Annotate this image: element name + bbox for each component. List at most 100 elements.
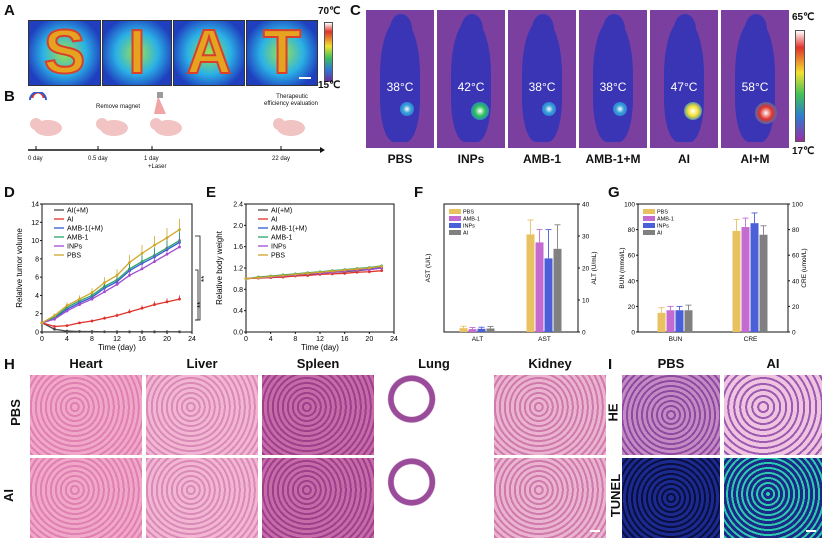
tumor-column-label: AI [766, 356, 780, 371]
bar [468, 329, 477, 332]
data-point [140, 330, 144, 334]
y-right-tick-label: 40 [582, 202, 590, 209]
data-point [53, 325, 56, 328]
panel-label-b: B [4, 88, 15, 105]
data-point [128, 330, 131, 334]
thermal-mouse-1: 38°C [366, 10, 434, 148]
data-point [153, 330, 156, 334]
legend-label: INPs [271, 244, 287, 251]
data-point [78, 330, 81, 333]
y-left-tick-label: 100 [624, 202, 635, 209]
y-tick-label: 10 [31, 238, 39, 245]
data-point [367, 270, 371, 274]
thermal-tile-t: T [246, 20, 318, 86]
bar [526, 234, 535, 332]
histology-spleen-ai [262, 458, 374, 538]
bar [486, 328, 495, 332]
x-axis-label: Time (day) [301, 343, 339, 352]
y-tick-label: 0.8 [233, 287, 243, 294]
histology-liver-ai [146, 458, 258, 538]
histology-kidney-pbs [494, 375, 606, 455]
data-point [343, 268, 347, 272]
group-label: AI [678, 152, 690, 166]
legend-label: AMB-1(+M) [271, 226, 307, 233]
x-tick-label: 8 [90, 336, 94, 343]
y-tick-label: 8 [35, 256, 39, 263]
x-tick-label: 12 [113, 336, 121, 343]
panel-label-c: C [350, 2, 361, 19]
mouse-icon-4 [273, 118, 305, 136]
y-tick-label: 0.4 [233, 308, 243, 315]
data-point [115, 283, 119, 286]
panel-label-e: E [206, 184, 217, 201]
y-left-axis-label: AST (U/L) [425, 254, 432, 283]
legend-label: AI [657, 231, 663, 237]
bar [459, 328, 468, 332]
thermal-mouse-5: 47°C [650, 10, 718, 148]
data-point [90, 330, 94, 333]
tumor-hotspot [471, 102, 489, 120]
timeline-day-1: 1 day [144, 156, 159, 162]
data-point [178, 245, 181, 249]
plot-frame [637, 203, 789, 333]
legend-label: PBS [463, 210, 474, 216]
data-point [140, 260, 144, 263]
category-label: CRE [744, 336, 758, 343]
mouse-icon-1 [30, 118, 62, 136]
x-tick-label: 20 [163, 336, 171, 343]
data-point [269, 275, 273, 278]
temperature-readout: 38°C [528, 80, 556, 94]
x-tick-label: 8 [293, 336, 297, 343]
histology-lung-pbs [378, 375, 490, 455]
series-line [41, 298, 180, 328]
legend-swatch [643, 223, 655, 228]
tumor-hotspot [613, 102, 627, 116]
histology-liver-pbs [146, 375, 258, 455]
organ-row-label: PBS [7, 399, 23, 426]
y-axis-label: Relative tumor volume [15, 228, 24, 308]
legend-label: AI [463, 231, 469, 237]
x-tick-label: 24 [390, 336, 398, 343]
colorbar-c-min: 17℃ [792, 146, 815, 157]
thermal-mouse-4: 38°C [579, 10, 647, 148]
organ-column-label: Kidney [528, 356, 572, 371]
y-left-tick-label: 0 [631, 330, 635, 337]
organ-column-label: Lung [418, 356, 450, 371]
significance-marker: ** [200, 276, 209, 282]
y-tick-label: 0 [35, 330, 39, 337]
bar [759, 234, 768, 332]
data-point [103, 330, 106, 334]
group-label: PBS [387, 152, 413, 166]
y-tick-label: 6 [35, 275, 39, 282]
bar [544, 258, 553, 332]
colorbar-a [324, 22, 333, 82]
data-point [178, 228, 181, 231]
laser-icon [154, 92, 166, 114]
x-tick-label: 0 [40, 336, 44, 343]
data-point [153, 260, 156, 263]
y-right-tick-label: 60 [792, 253, 800, 260]
bar [553, 248, 562, 332]
legend-swatch [643, 216, 655, 221]
thermal-tile-i: I [102, 20, 172, 86]
data-point [367, 266, 371, 270]
category-label: BUN [669, 336, 683, 343]
y-right-tick-label: 10 [582, 298, 590, 305]
data-point [103, 316, 106, 320]
data-point [165, 330, 169, 334]
x-tick-label: 16 [138, 336, 146, 343]
legend-label: AI(+M) [271, 208, 292, 215]
temperature-readout: 42°C [457, 80, 485, 94]
y-right-tick-label: 30 [582, 234, 590, 241]
scale-bar [806, 530, 816, 532]
legend-swatch [449, 230, 461, 235]
data-point [78, 321, 81, 325]
organ-row-label: AI [1, 489, 16, 502]
bar [675, 310, 684, 332]
y-right-tick-label: 20 [792, 304, 800, 311]
legend-label: AMB-1 [67, 235, 89, 242]
thermal-mouse-2: 42°C [437, 10, 505, 148]
group-label: AMB-1 [523, 152, 561, 166]
legend-label: AMB-1 [271, 235, 293, 242]
legend-label: INPs [67, 244, 83, 251]
